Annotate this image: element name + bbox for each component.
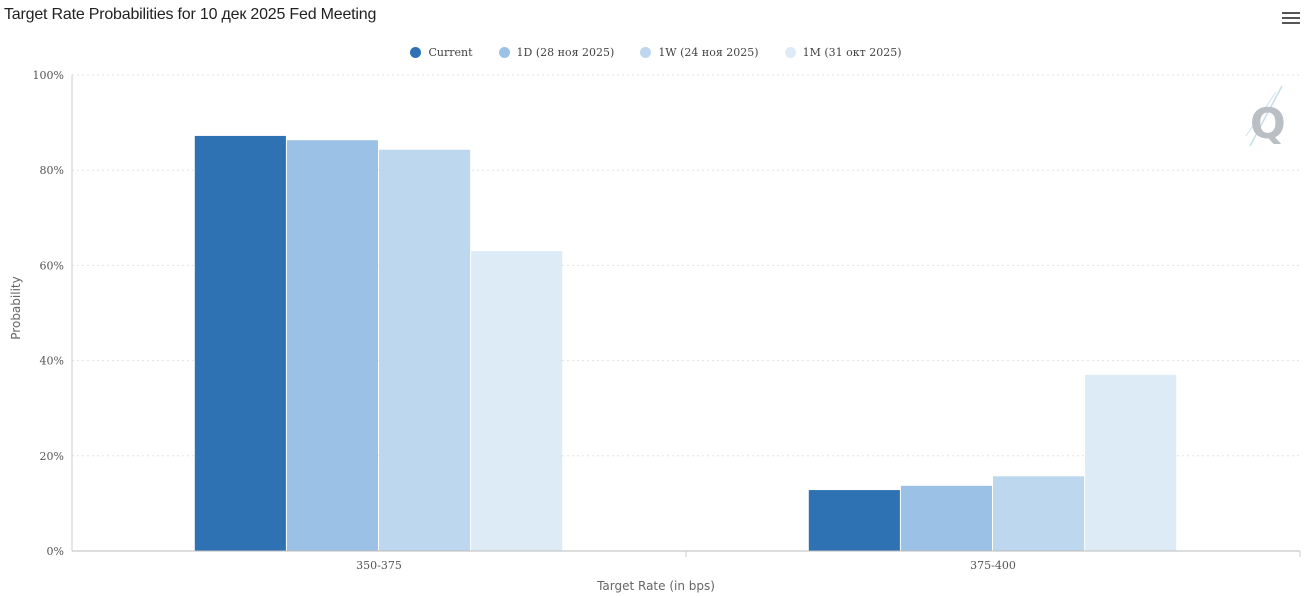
bar-375-400-series-0[interactable] [808, 490, 900, 551]
legend-label: 1M (31 окт 2025) [802, 46, 902, 59]
chart-title: Target Rate Probabilities for 10 дек 202… [4, 6, 377, 23]
menu-line [1282, 12, 1300, 14]
bar-350-375-series-2[interactable] [379, 149, 471, 551]
y-tick-label: 0% [47, 545, 64, 558]
legend-item-1d[interactable]: 1D (28 ноя 2025) [498, 46, 615, 59]
legend-swatch [784, 47, 796, 58]
x-axis-title: Target Rate (in bps) [596, 579, 715, 593]
legend-item-1w[interactable]: 1W (24 ноя 2025) [640, 46, 759, 59]
legend-item-1m[interactable]: 1M (31 окт 2025) [784, 46, 902, 59]
legend-label: 1W (24 ноя 2025) [658, 46, 759, 59]
legend-label: Current [428, 46, 473, 59]
bar-350-375-series-3[interactable] [471, 251, 563, 551]
legend-label: 1D (28 ноя 2025) [516, 46, 615, 59]
y-tick-label: 40% [40, 355, 64, 368]
bar-350-375-series-0[interactable] [194, 135, 286, 552]
x-tick-label: 350-375 [356, 559, 402, 572]
legend-swatch [498, 47, 510, 58]
y-tick-label: 100% [33, 69, 64, 82]
y-tick-label: 60% [40, 259, 64, 272]
axes: 0% 20% 40% 60% 80% 100% 350-375 375-400 Target R… [9, 69, 1301, 593]
menu-line [1282, 22, 1300, 24]
bar-375-400-series-3[interactable] [1085, 374, 1177, 551]
bar-350-375-series-1[interactable] [286, 140, 378, 551]
quikstrike-q-logo-icon: Q [1245, 85, 1286, 148]
bars [194, 135, 1177, 552]
svg-text:Q: Q [1250, 99, 1286, 148]
legend-swatch [640, 47, 652, 58]
legend-swatch [410, 47, 422, 58]
hamburger-menu-icon[interactable] [1282, 12, 1300, 28]
y-axis-title: Probability [9, 276, 23, 339]
bar-375-400-series-1[interactable] [900, 485, 992, 551]
legend: Current 1D (28 ноя 2025) 1W (24 ноя 2025… [0, 46, 1312, 59]
menu-line [1282, 17, 1300, 19]
y-tick-label: 20% [40, 450, 64, 463]
bar-375-400-series-2[interactable] [993, 476, 1085, 551]
x-tick-label: 375-400 [970, 559, 1016, 572]
y-tick-label: 80% [40, 164, 64, 177]
legend-item-current[interactable]: Current [410, 46, 473, 59]
